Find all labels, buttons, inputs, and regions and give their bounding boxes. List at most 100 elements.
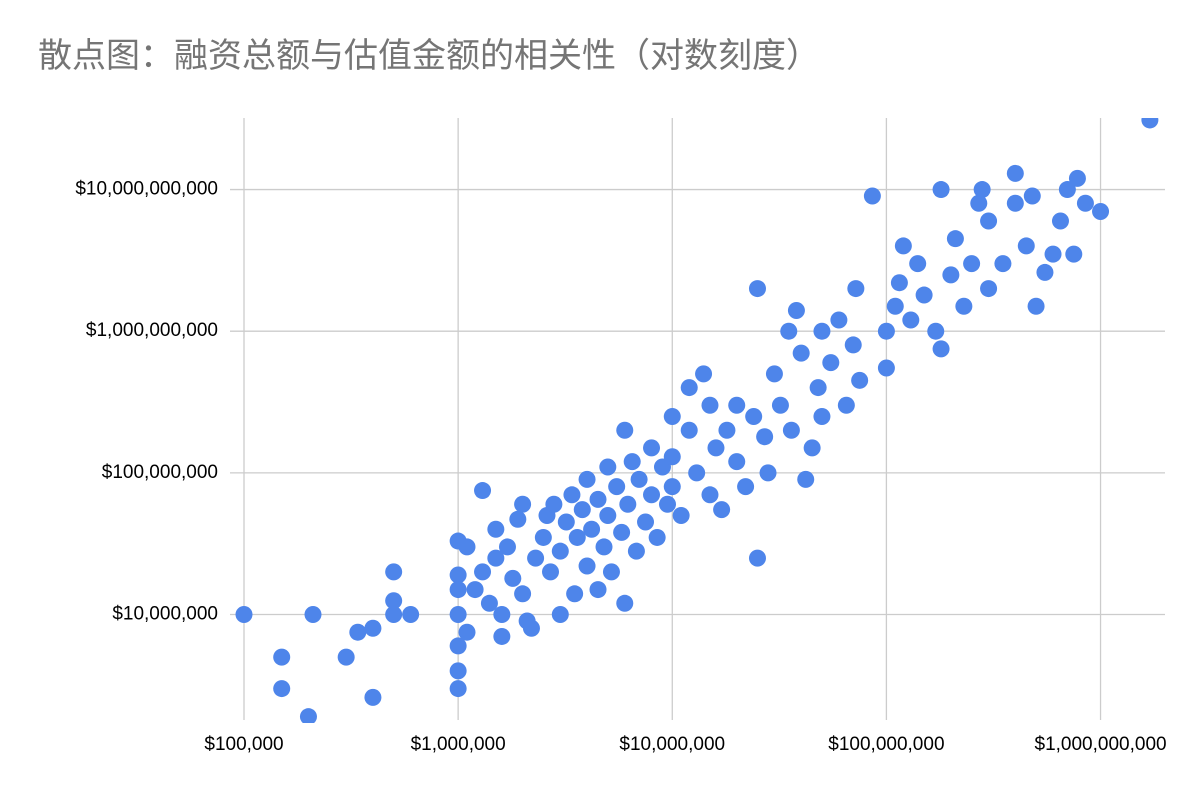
point	[771, 396, 789, 414]
point	[701, 486, 719, 504]
point	[822, 354, 840, 372]
point	[643, 486, 661, 504]
point	[973, 181, 991, 199]
point	[728, 453, 746, 471]
point	[782, 421, 800, 439]
point	[946, 230, 964, 248]
x-tick-label: $1,000,000,000	[1035, 734, 1167, 755]
point	[680, 421, 698, 439]
point	[545, 495, 563, 513]
point	[616, 594, 634, 612]
point	[886, 297, 904, 315]
point	[542, 563, 560, 581]
point	[1058, 181, 1076, 199]
point	[672, 506, 690, 524]
point	[613, 523, 631, 541]
point	[680, 379, 698, 397]
y-tick-label: $10,000,000,000	[75, 179, 218, 200]
point	[458, 623, 476, 641]
point	[663, 478, 681, 496]
x-tick-label: $1,000,000	[411, 734, 506, 755]
point	[844, 336, 862, 354]
point	[813, 322, 831, 340]
point	[663, 448, 681, 466]
point	[589, 581, 607, 599]
point	[616, 421, 634, 439]
point	[980, 280, 998, 298]
point	[449, 566, 467, 584]
point	[627, 542, 645, 560]
point	[566, 585, 584, 603]
point	[780, 322, 798, 340]
point	[1065, 245, 1083, 263]
x-tick-label: $100,000	[204, 734, 283, 755]
point	[713, 501, 731, 519]
point	[487, 549, 505, 567]
point	[1036, 263, 1054, 281]
point	[902, 311, 920, 329]
point	[474, 482, 492, 500]
point	[637, 513, 655, 531]
point	[737, 478, 755, 496]
y-tick-label: $100,000,000	[102, 462, 218, 483]
point	[1023, 187, 1041, 205]
point	[527, 549, 545, 567]
point	[402, 606, 420, 624]
point	[837, 396, 855, 414]
chart-title: 散点图：融资总额与估值金额的相关性（对数刻度）	[38, 37, 820, 75]
point	[551, 542, 569, 560]
point	[466, 581, 484, 599]
point	[337, 648, 355, 666]
point	[304, 606, 322, 624]
point	[1027, 297, 1045, 315]
point	[299, 708, 317, 723]
point	[803, 439, 821, 457]
point	[583, 520, 601, 538]
point	[688, 464, 706, 482]
point	[385, 606, 403, 624]
point	[994, 255, 1012, 273]
point	[623, 453, 641, 471]
y-tick-label: $10,000,000	[112, 604, 218, 625]
point	[474, 563, 492, 581]
point	[765, 365, 783, 383]
y-tick-label: $1,000,000,000	[86, 320, 218, 341]
point	[847, 280, 865, 298]
point	[522, 619, 540, 637]
point	[787, 302, 805, 320]
point	[792, 344, 810, 362]
point	[608, 478, 626, 496]
point	[568, 528, 586, 546]
point	[648, 528, 666, 546]
point	[894, 237, 912, 255]
point	[498, 538, 516, 556]
point	[563, 486, 581, 504]
point	[728, 396, 746, 414]
point	[602, 563, 620, 581]
point	[863, 187, 881, 205]
points	[235, 118, 1159, 723]
point	[877, 359, 895, 377]
point	[707, 439, 725, 457]
point	[385, 563, 403, 581]
point	[534, 528, 552, 546]
point	[619, 495, 637, 513]
point	[273, 648, 291, 666]
point	[514, 585, 532, 603]
point	[1006, 164, 1024, 182]
point	[932, 181, 950, 199]
point	[449, 637, 467, 655]
point	[1044, 245, 1062, 263]
point	[514, 495, 532, 513]
point	[830, 311, 848, 329]
point	[364, 619, 382, 637]
point	[557, 513, 575, 531]
point	[449, 680, 467, 698]
point	[1006, 194, 1024, 212]
point	[595, 538, 613, 556]
point	[493, 606, 511, 624]
point	[630, 470, 648, 488]
point	[385, 592, 403, 610]
point	[942, 266, 960, 284]
